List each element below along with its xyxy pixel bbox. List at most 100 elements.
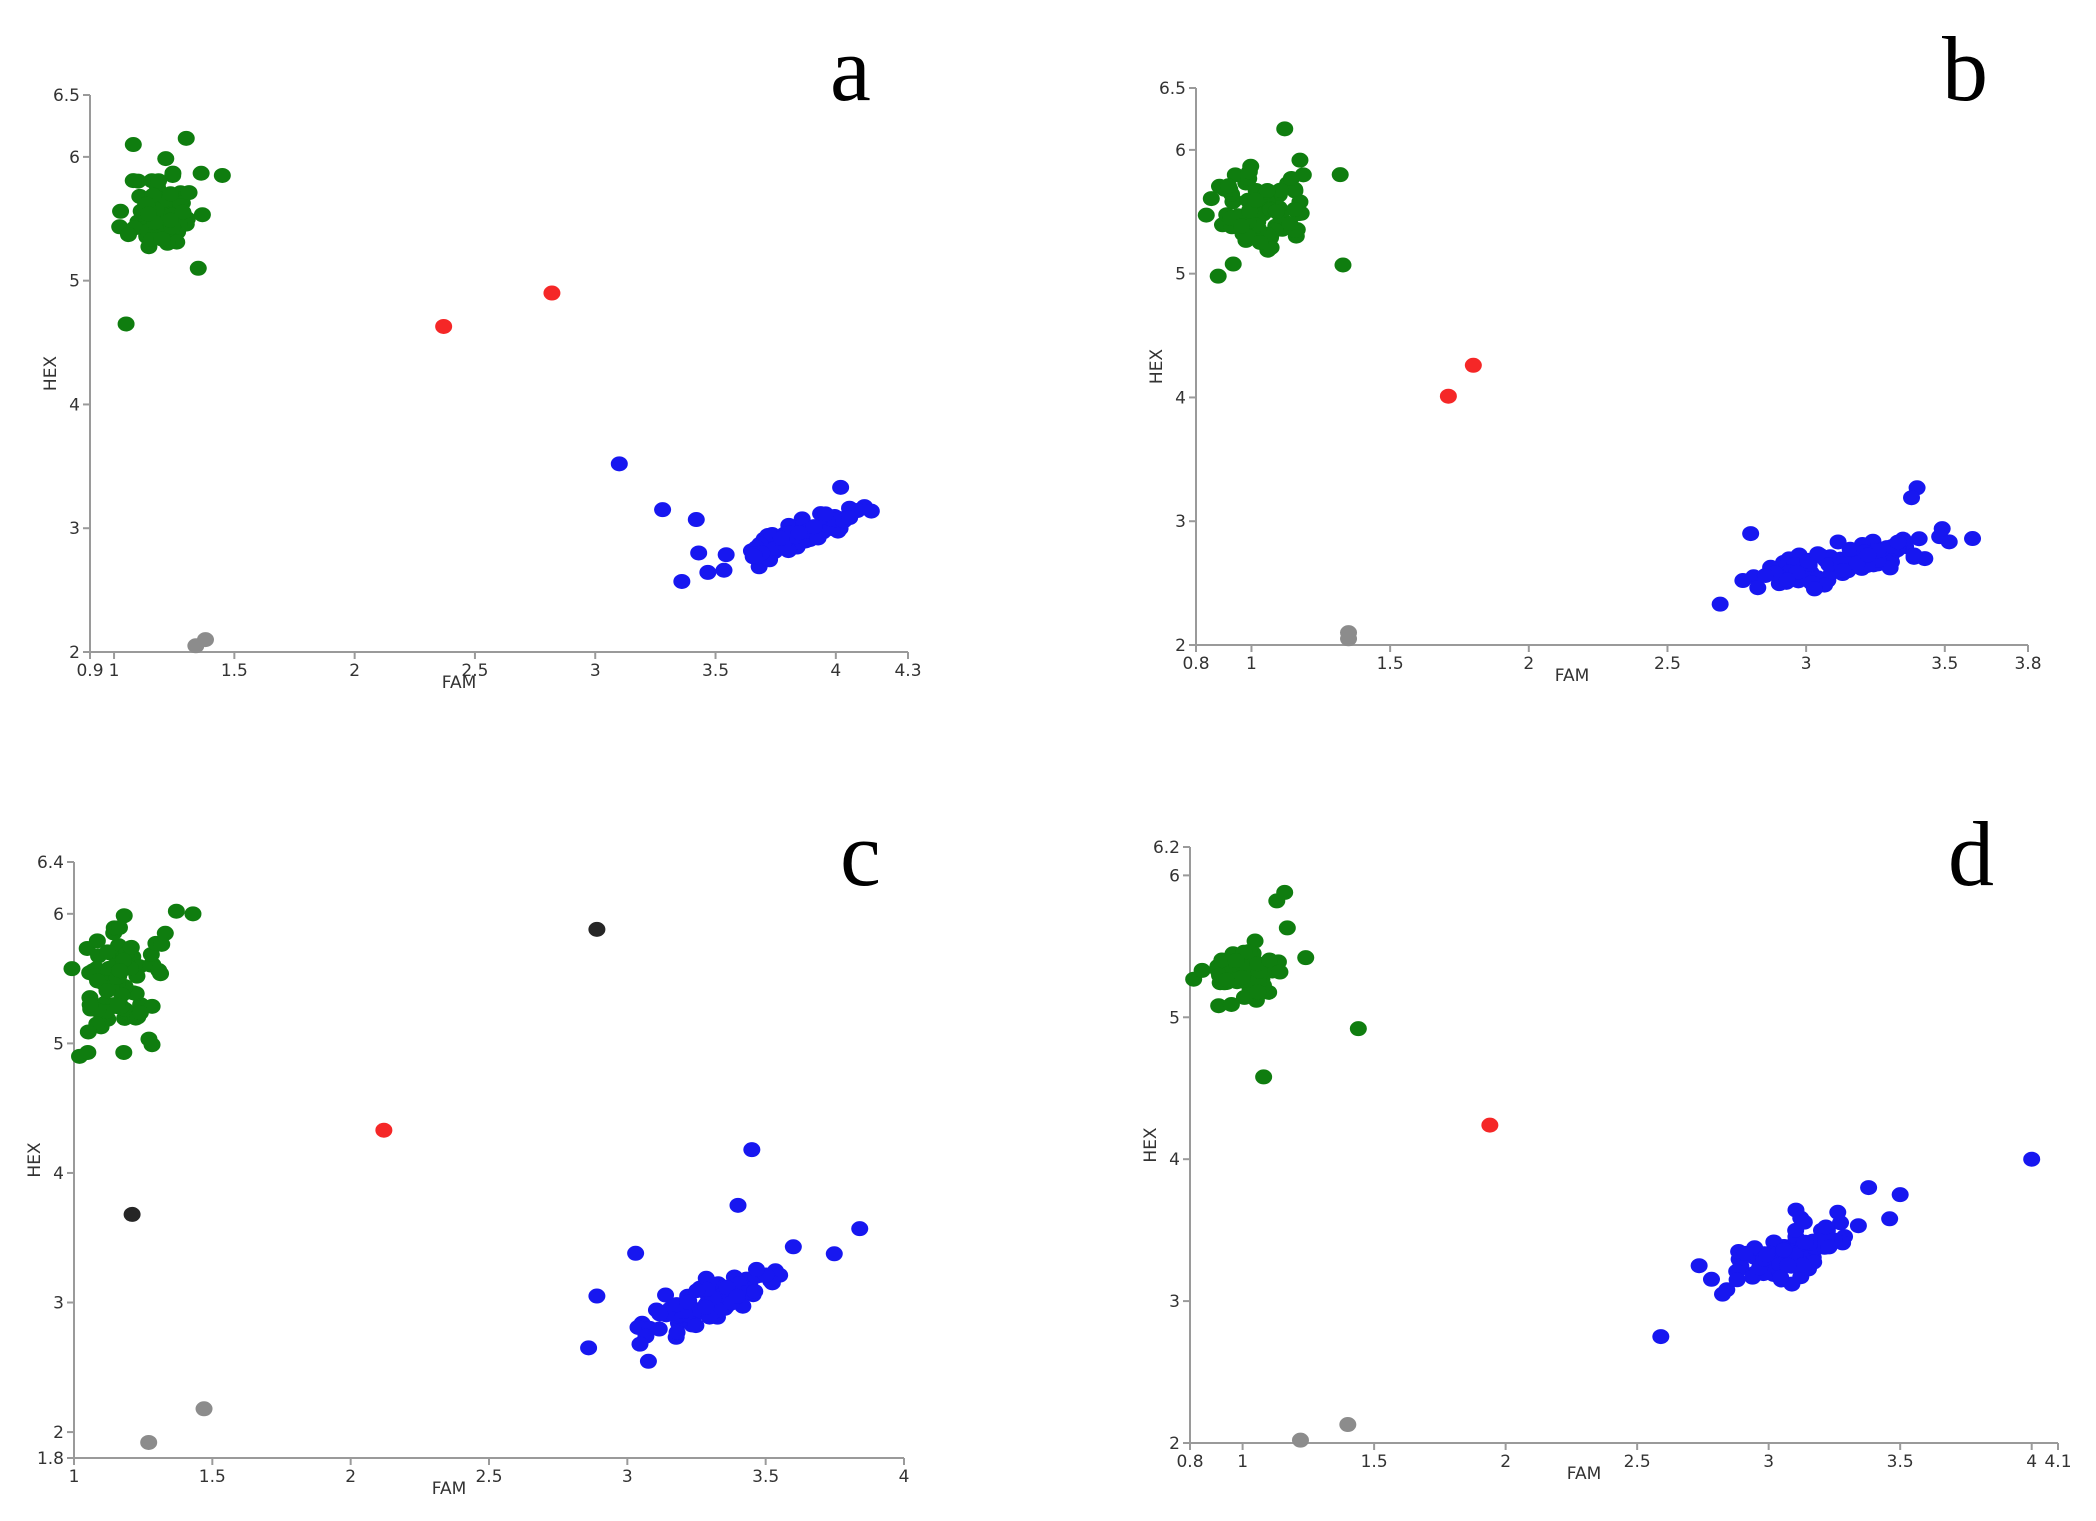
x-tick-label: 0.8 (1182, 654, 1209, 674)
blue-data-point (1794, 1257, 1812, 1273)
green-data-point (117, 316, 135, 332)
green-data-point (1267, 203, 1285, 219)
x-tick-label: 3.5 (702, 661, 729, 681)
x-tick-label: 1.5 (1361, 1452, 1388, 1472)
y-tick-label: 6 (1169, 866, 1180, 886)
green-data-point (1291, 152, 1309, 168)
blue-data-point (627, 1245, 645, 1261)
blue-data-point (1860, 1180, 1878, 1196)
x-axis-title: FAM (442, 673, 477, 693)
panel-b: b 0.8 1 1.5 2 2.5 3 3.5 3.8 2 3 4 5 6 6.5 FAM HEX (1147, 18, 2042, 686)
y-tick-label: 5 (1169, 1008, 1180, 1028)
x-tick-label: 0.8 (1176, 1452, 1203, 1472)
blue-data-point (654, 502, 672, 518)
y-tick-label: 6.2 (1153, 838, 1180, 858)
blue-data-point (650, 1321, 668, 1337)
x-tick-label: 3.5 (1887, 1452, 1914, 1472)
blue-data-point (639, 1353, 657, 1369)
blue-data-point (784, 1239, 802, 1255)
green-data-point (98, 983, 116, 999)
green-data-point (213, 167, 231, 183)
blue-data-point (841, 510, 859, 526)
green-data-point (63, 961, 81, 977)
x-tick-label: 3 (590, 661, 601, 681)
x-tick-label: 3.5 (752, 1467, 779, 1487)
blue-data-point (1829, 534, 1847, 550)
blue-data-point (1734, 573, 1752, 589)
x-tick-label: 3.5 (1931, 654, 1958, 674)
gray-data-point (196, 632, 214, 648)
green-data-point (1282, 170, 1300, 186)
blue-data-point (688, 1283, 706, 1299)
panel-c: c 1 1.5 2 2.5 3 3.5 4 1.8 2 3 4 5 6 6.4 FAM HEX (25, 803, 909, 1499)
y-tick-label: 4 (1175, 388, 1186, 408)
blue-data-point (1714, 1286, 1732, 1302)
blue-data-point (1829, 1204, 1847, 1220)
x-tick-label: 2 (345, 1467, 356, 1487)
blue-data-point (1652, 1329, 1670, 1345)
blue-data-point (1881, 1211, 1899, 1227)
green-data-point (184, 906, 202, 922)
green-data-point (131, 1005, 149, 1021)
x-axis-title: FAM (432, 1479, 467, 1499)
x-tick-label: 3 (1763, 1452, 1774, 1472)
blue-data-point (728, 1288, 746, 1304)
x-tick-label: 2 (349, 661, 360, 681)
blue-data-point (748, 1261, 766, 1277)
green-data-point (1278, 920, 1296, 936)
blue-data-point (1805, 581, 1823, 597)
green-data-point (192, 165, 210, 181)
green-data-point (89, 973, 107, 989)
blue-data-point (729, 1197, 747, 1213)
x-tick-label: 3 (1801, 654, 1812, 674)
green-data-point (153, 231, 171, 247)
x-tick-label: 4 (899, 1467, 910, 1487)
blue-data-point (790, 525, 808, 541)
green-data-point (108, 997, 126, 1013)
green-data-point (1281, 215, 1299, 231)
green-data-point (1219, 178, 1237, 194)
green-data-point (157, 151, 175, 167)
red-data-point (435, 318, 453, 334)
y-tick-label: 6.5 (53, 86, 80, 106)
blue-data-point (679, 1294, 697, 1310)
y-tick-label: 5 (1175, 265, 1186, 285)
blue-data-point (1820, 1239, 1838, 1255)
panel-letter-a: a (830, 18, 871, 120)
green-data-point (174, 204, 192, 220)
blue-data-point (743, 1142, 761, 1158)
blue-data-point (772, 530, 790, 546)
x-tick-label: 4 (830, 661, 841, 681)
y-axis-title: HEX (25, 1142, 45, 1178)
green-data-point (156, 925, 174, 941)
blue-data-point (851, 1221, 869, 1237)
green-data-point (1227, 953, 1245, 969)
blue-data-point (1796, 1234, 1814, 1250)
black-data-point (588, 921, 606, 937)
blue-data-point (809, 530, 827, 546)
blue-data-point (825, 1246, 843, 1262)
y-tick-label: 3 (1175, 512, 1186, 532)
y-tick-label: 2 (53, 1423, 64, 1443)
x-tick-label: 2.5 (1624, 1452, 1651, 1472)
x-tick-label: 0.9 (76, 661, 103, 681)
green-data-point (81, 997, 99, 1013)
blue-data-point (1891, 1187, 1909, 1203)
blue-data-point (1834, 562, 1852, 578)
red-data-point (375, 1122, 393, 1138)
blue-data-point (2023, 1151, 2041, 1167)
green-data-point (1276, 884, 1294, 900)
blue-data-point (1848, 555, 1866, 571)
y-tick-label: 2 (1169, 1434, 1180, 1454)
blue-data-point (1905, 547, 1923, 563)
gray-data-point (1291, 1432, 1309, 1448)
y-axis-title: HEX (1147, 349, 1167, 385)
x-tick-label: 2.5 (461, 661, 488, 681)
green-data-point (1271, 182, 1289, 198)
y-tick-label: 5 (69, 272, 80, 292)
green-data-point (1224, 256, 1242, 272)
gray-data-point (1339, 1417, 1357, 1433)
x-tick-label: 1 (1237, 1452, 1248, 1472)
panel-letter-b: b (1942, 18, 1988, 120)
